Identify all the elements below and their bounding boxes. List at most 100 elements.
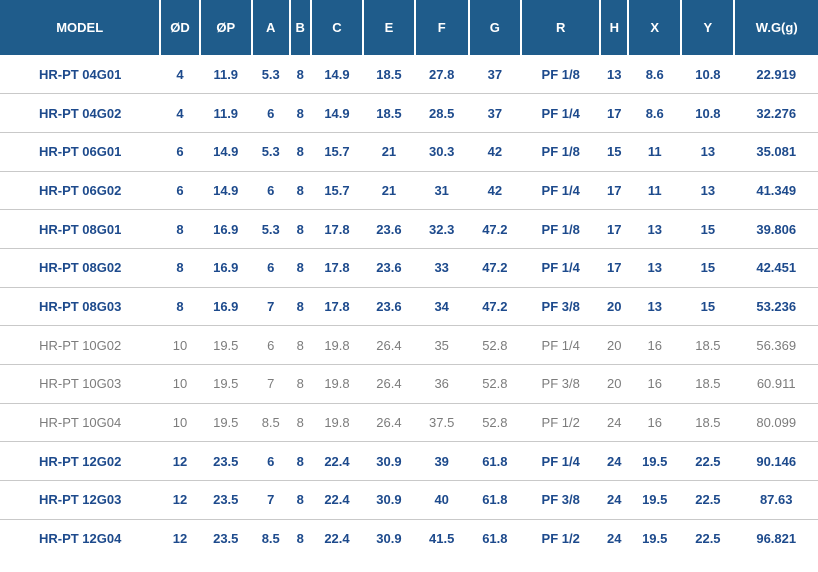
cell-op: 19.5 xyxy=(199,403,252,443)
cell-od: 12 xyxy=(160,441,200,482)
cell-model: HR-PT 12G03 xyxy=(0,480,161,520)
table-row: HR-PT 08G01 8 16.9 5.3 8 17.8 23.6 32.3 47.2 PF 1… xyxy=(0,209,818,249)
cell-e: 30.9 xyxy=(363,441,415,482)
cell-y: 15 xyxy=(681,248,735,288)
cell-a: 8.5 xyxy=(251,403,290,443)
cell-x: 11 xyxy=(628,132,682,172)
cell-op: 23.5 xyxy=(199,441,252,482)
cell-c: 22.4 xyxy=(310,441,364,482)
cell-c: 17.8 xyxy=(310,248,364,288)
cell-y: 18.5 xyxy=(681,364,735,404)
cell-b: 8 xyxy=(296,531,304,547)
cell-b: 8 xyxy=(289,480,311,520)
header-cell-f: F xyxy=(414,0,470,55)
cell-wg: 32.276 xyxy=(734,93,818,133)
cell-r: PF 1/4 xyxy=(521,325,601,365)
header-cell-wg: W.G(g) xyxy=(734,0,818,55)
cell-op: 23.5 xyxy=(213,531,239,547)
cell-h: 24 xyxy=(600,480,629,520)
cell-e: 23.6 xyxy=(363,248,415,288)
cell-model: HR-PT 06G01 xyxy=(0,132,161,172)
cell-a: 7 xyxy=(251,287,290,327)
table-row: HR-PT 12G04 12 23.5 8.5 8 22.4 30.9 41.5 61.8 PF … xyxy=(0,519,818,558)
cell-od: 8 xyxy=(160,248,200,288)
cell-e: 18.5 xyxy=(363,93,415,133)
cell-model: HR-PT 12G04 xyxy=(38,531,122,547)
cell-b: 8 xyxy=(289,209,311,249)
cell-wg: 96.821 xyxy=(756,531,797,547)
cell-a: 5.3 xyxy=(251,209,290,249)
cell-h: 24 xyxy=(600,403,629,443)
cell-f: 30.3 xyxy=(414,132,469,172)
cell-x: 16 xyxy=(628,364,682,404)
cell-g: 37 xyxy=(468,93,522,133)
header-cell-e: E xyxy=(363,0,416,55)
cell-op: 16.9 xyxy=(199,287,252,327)
cell-wg: 39.806 xyxy=(734,209,818,249)
cell-wg: 87.63 xyxy=(734,480,818,520)
table-row: HR-PT 12G03 12 23.5 7 8 22.4 30.9 40 61.8 PF 3/8 2… xyxy=(0,480,818,520)
cell-wg: 53.236 xyxy=(734,287,818,327)
cell-f: 35 xyxy=(414,325,469,365)
cell-g: 42 xyxy=(468,171,522,211)
cell-od: 8 xyxy=(160,209,200,249)
cell-a: 5.3 xyxy=(251,55,290,95)
spec-table: MODEL ØD ØP A B C E F G R H X Y W.G(g) HR-PT 04G01 4 11… xyxy=(0,0,818,558)
cell-g: 47.2 xyxy=(468,287,522,327)
cell-e: 30.9 xyxy=(376,531,402,547)
cell-a: 6 xyxy=(251,93,290,133)
cell-b: 8 xyxy=(289,403,311,443)
cell-h: 17 xyxy=(600,171,629,211)
cell-y: 10.8 xyxy=(681,55,735,95)
cell-r: PF 1/2 xyxy=(541,531,580,547)
cell-h: 24 xyxy=(600,441,629,482)
cell-r: PF 1/4 xyxy=(521,248,601,288)
cell-h: 17 xyxy=(600,93,629,133)
cell-f: 36 xyxy=(414,364,469,404)
cell-a: 6 xyxy=(251,248,290,288)
header-cell-c: C xyxy=(310,0,365,55)
cell-g: 42 xyxy=(468,132,522,172)
cell-b: 8 xyxy=(289,248,311,288)
cell-y: 15 xyxy=(681,209,735,249)
cell-f: 37.5 xyxy=(414,403,469,443)
cell-r: PF 1/8 xyxy=(521,55,601,95)
cell-c: 19.8 xyxy=(310,364,364,404)
cell-e: 23.6 xyxy=(363,209,415,249)
header-cell-x: X xyxy=(628,0,683,55)
cell-x: 16 xyxy=(628,403,682,443)
cell-op: 19.5 xyxy=(199,364,252,404)
cell-e: 23.6 xyxy=(363,287,415,327)
cell-y: 10.8 xyxy=(681,93,735,133)
cell-r: PF 1/4 xyxy=(521,171,601,211)
cell-g: 61.8 xyxy=(468,480,522,520)
cell-r: PF 1/8 xyxy=(521,132,601,172)
cell-od: 6 xyxy=(160,171,200,211)
cell-y: 15 xyxy=(681,287,735,327)
cell-op: 16.9 xyxy=(199,209,252,249)
cell-op: 11.9 xyxy=(199,93,252,133)
table-row: HR-PT 04G02 4 11.9 6 8 14.9 18.5 28.5 37 PF 1/4 17… xyxy=(0,93,818,133)
cell-od: 10 xyxy=(160,403,200,443)
cell-model: HR-PT 08G03 xyxy=(0,287,161,327)
cell-f: 40 xyxy=(414,480,469,520)
cell-op: 14.9 xyxy=(199,132,252,172)
cell-c: 17.8 xyxy=(310,287,364,327)
cell-model: HR-PT 04G02 xyxy=(0,93,161,133)
cell-model: HR-PT 10G04 xyxy=(0,403,161,443)
cell-b: 8 xyxy=(289,132,311,172)
cell-f: 33 xyxy=(414,248,469,288)
cell-e: 18.5 xyxy=(363,55,415,95)
cell-x: 19.5 xyxy=(642,531,668,547)
cell-f: 34 xyxy=(414,287,469,327)
cell-g: 37 xyxy=(468,55,522,95)
cell-b: 8 xyxy=(289,364,311,404)
cell-wg: 90.146 xyxy=(734,441,818,482)
cell-od: 10 xyxy=(160,364,200,404)
header-cell-h: H xyxy=(600,0,630,55)
cell-f: 27.8 xyxy=(414,55,469,95)
table-row: HR-PT 12G02 12 23.5 6 8 22.4 30.9 39 61.8 PF 1/4 2… xyxy=(0,441,818,482)
cell-op: 23.5 xyxy=(199,480,252,520)
cell-od: 12 xyxy=(160,480,200,520)
cell-h: 17 xyxy=(600,248,629,288)
